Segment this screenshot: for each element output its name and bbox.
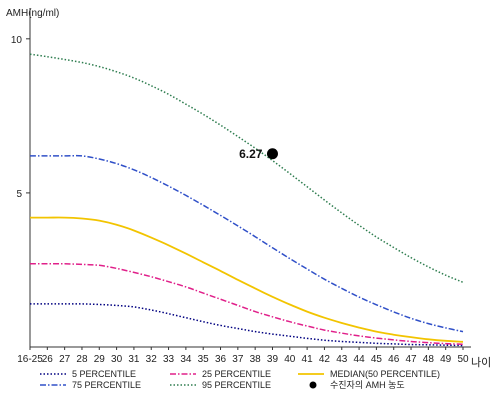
- x-tick-label: 40: [284, 354, 296, 365]
- x-tick-label: 31: [128, 354, 140, 365]
- x-axis-label: 나이: [471, 356, 491, 369]
- x-tick-label: 16-25: [17, 354, 43, 365]
- x-tick-label: 34: [180, 354, 192, 365]
- x-tick-label: 30: [111, 354, 123, 365]
- x-tick-label: 50: [457, 354, 469, 365]
- series-line-median-50-percentile: [29, 216, 464, 343]
- series-line-95-percentile: [29, 53, 464, 283]
- x-tick-label: 27: [59, 354, 71, 365]
- patient-amh-marker: [266, 148, 278, 160]
- patient-amh-value-label: 6.27: [239, 147, 263, 161]
- legend-label: 75 PERCENTILE: [72, 380, 141, 390]
- x-tick-label: 43: [336, 354, 348, 365]
- x-tick-label: 39: [267, 354, 279, 365]
- legend-marker-swatch: [309, 381, 317, 389]
- x-tick-label: 33: [163, 354, 175, 365]
- x-tick-label: 41: [302, 354, 314, 365]
- legend-label: 수진자의 AMH 농도: [330, 380, 405, 390]
- y-axis-label: AMH(ng/ml): [6, 8, 59, 19]
- series-line-5-percentile: [30, 303, 464, 347]
- x-tick-label: 44: [354, 354, 366, 365]
- x-tick-label: 37: [232, 354, 244, 365]
- x-tick-label: 48: [423, 354, 435, 365]
- legend-label: MEDIAN(50 PERCENTILE): [330, 369, 440, 379]
- x-tick-label: 38: [250, 354, 262, 365]
- legend: 5 PERCENTILE 25 PERCENTILE MEDIAN(50 PERCE…: [40, 369, 440, 390]
- x-tick-label: 36: [215, 354, 227, 365]
- x-tick-label: 26: [42, 354, 54, 365]
- x-tick-label: 42: [319, 354, 331, 365]
- x-tick-label: 35: [198, 354, 210, 365]
- marker-layer: 6.27: [239, 147, 278, 161]
- x-tick-label: 28: [76, 354, 88, 365]
- y-tick-label: 10: [11, 35, 23, 46]
- legend-label: 95 PERCENTILE: [202, 380, 271, 390]
- series-layer: [29, 53, 464, 347]
- x-tick-label: 46: [388, 354, 400, 365]
- x-tick-label: 29: [94, 354, 106, 365]
- series-line-25-percentile: [29, 263, 464, 345]
- x-tick-label: 49: [440, 354, 452, 365]
- x-tick-label: 32: [146, 354, 158, 365]
- legend-label: 25 PERCENTILE: [202, 369, 271, 379]
- x-tick-label: 45: [371, 354, 383, 365]
- legend-label: 5 PERCENTILE: [72, 369, 136, 379]
- series-line-75-percentile: [29, 154, 464, 333]
- y-tick-label: 5: [16, 189, 22, 200]
- x-tick-label: 47: [405, 354, 417, 365]
